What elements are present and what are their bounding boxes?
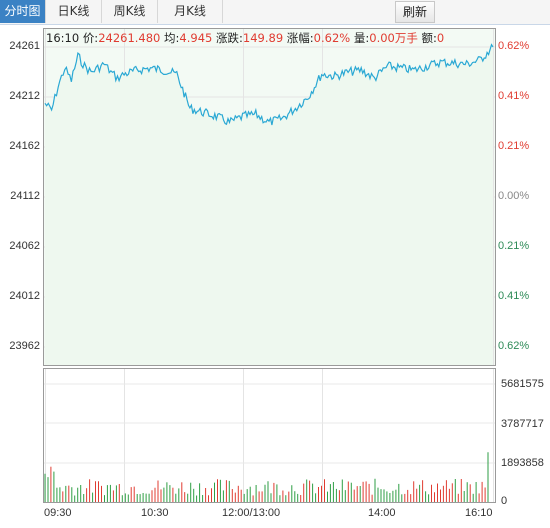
y-tick-left: 24162 xyxy=(9,140,40,152)
volume-panel-border xyxy=(43,368,496,503)
tab-bar: 分时图 日K线 周K线 月K线 刷新 xyxy=(0,0,550,25)
pct-label: 涨幅: xyxy=(286,31,314,45)
tab-intraday[interactable]: 分时图 xyxy=(0,0,46,23)
change-label: 涨跌: xyxy=(216,31,243,45)
y-tick-left: 24112 xyxy=(10,190,40,202)
volume-y-tick: 1893858 xyxy=(501,457,544,469)
y-tick-left: 24212 xyxy=(9,90,40,102)
volume-y-tick: 3787717 xyxy=(501,418,544,430)
quote-time: 16:10 xyxy=(46,31,80,45)
amt-label: 额: xyxy=(421,31,437,45)
y-tick-left: 24261 xyxy=(9,40,40,52)
change-value: 149.89 xyxy=(242,31,284,45)
volume-y-tick: 5681575 xyxy=(501,378,544,390)
volume-y-tick: 0 xyxy=(501,495,508,507)
y-tick-left: 24012 xyxy=(9,290,40,302)
y-tick-left: 24062 xyxy=(9,240,40,252)
pct-value: 0.62% xyxy=(313,31,351,45)
y-tick-right: 0.62% xyxy=(498,340,530,352)
price-panel-border xyxy=(43,28,496,366)
y-tick-right: 0.62% xyxy=(498,40,530,52)
y-tick-right: 0.41% xyxy=(498,90,530,102)
avg-label: 均: xyxy=(164,31,180,45)
price-label: 价: xyxy=(82,31,99,45)
x-tick: 14:00 xyxy=(368,507,396,519)
x-tick: 10:30 xyxy=(141,507,169,519)
vol-value: 0.00万手 xyxy=(369,31,418,45)
avg-value: 4.945 xyxy=(179,31,213,45)
y-tick-right: 0.41% xyxy=(498,290,530,302)
y-tick-right: 0.21% xyxy=(498,140,530,152)
x-tick: 16:10 xyxy=(465,507,493,519)
x-tick: 12:00/13:00 xyxy=(222,507,281,519)
quote-info-bar: 16:10 价:24261.480 均:4.945 涨跌:149.89 涨幅:0… xyxy=(46,30,444,46)
amt-value: 0 xyxy=(436,31,445,45)
y-tick-right: 0.21% xyxy=(498,240,530,252)
y-tick-right: 0.00% xyxy=(498,190,530,202)
price-value: 24261.480 xyxy=(98,31,161,45)
vol-label: 量: xyxy=(353,31,370,45)
tab-monthly-k[interactable]: 月K线 xyxy=(158,0,223,23)
y-tick-left: 23962 xyxy=(9,340,40,352)
tab-weekly-k[interactable]: 周K线 xyxy=(102,0,158,23)
price-line xyxy=(44,43,494,126)
tab-daily-k[interactable]: 日K线 xyxy=(46,0,102,23)
price-area xyxy=(45,44,493,365)
refresh-button[interactable]: 刷新 xyxy=(395,1,435,23)
x-tick: 09:30 xyxy=(44,507,72,519)
